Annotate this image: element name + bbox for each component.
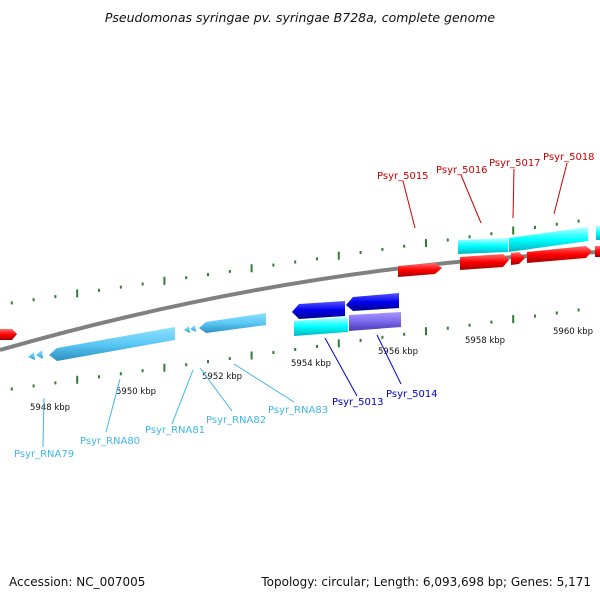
gene-label-psyr5017[interactable]: Psyr_5017: [489, 158, 541, 169]
rna-feature-small[interactable]: [190, 325, 196, 332]
gene-label-psyr5013[interactable]: Psyr_5013: [332, 397, 384, 408]
gene-label-rna80[interactable]: Psyr_RNA80: [80, 436, 140, 447]
label-leader-lines: [42, 162, 568, 448]
rna-feature[interactable]: [49, 327, 175, 361]
genome-title: Pseudomonas syringae pv. syringae B728a,…: [105, 10, 496, 25]
reverse-gene-feature[interactable]: [346, 293, 399, 311]
forward-gene-feature[interactable]: [511, 252, 525, 265]
reverse-cds-feature[interactable]: [294, 317, 348, 336]
rna-feature-small[interactable]: [36, 350, 43, 359]
gene-label-psyr5015[interactable]: Psyr_5015: [377, 171, 429, 182]
scale-label-5952: 5952 kbp: [202, 372, 242, 382]
gene-label-rna83[interactable]: Psyr_RNA83: [268, 405, 328, 416]
forward-cds-feature[interactable]: [509, 227, 588, 252]
gene-label-psyr5016[interactable]: Psyr_5016: [436, 165, 488, 176]
rna-feature-small[interactable]: [184, 326, 190, 333]
forward-gene-feature[interactable]: [0, 329, 17, 340]
scale-label-5954: 5954 kbp: [291, 359, 331, 369]
rna-feature-small[interactable]: [28, 352, 35, 360]
gene-label-rna82[interactable]: Psyr_RNA82: [206, 415, 266, 426]
scale-label-5956: 5956 kbp: [378, 347, 418, 357]
forward-gene-feature[interactable]: [595, 246, 600, 257]
gene-label-rna81[interactable]: Psyr_RNA81: [145, 425, 205, 436]
genome-summary-text: Topology: circular; Length: 6,093,698 bp…: [260, 575, 591, 589]
reverse-feature-purple[interactable]: [349, 312, 401, 331]
scale-label-5960: 5960 kbp: [553, 327, 593, 337]
scale-label-5958: 5958 kbp: [465, 336, 505, 346]
gene-label-psyr5014[interactable]: Psyr_5014: [386, 389, 438, 400]
gene-label-rna79[interactable]: Psyr_RNA79: [14, 449, 74, 460]
forward-cds-feature[interactable]: [458, 238, 508, 254]
forward-gene-feature[interactable]: [460, 254, 509, 270]
gene-label-psyr5018[interactable]: Psyr_5018: [543, 152, 595, 163]
accession-text: Accession: NC_007005: [9, 575, 145, 589]
forward-cds-feature[interactable]: [596, 226, 600, 240]
upper-tick-row: [10, 219, 580, 305]
reverse-gene-feature[interactable]: [292, 301, 345, 319]
scale-label-5950: 5950 kbp: [116, 387, 156, 397]
rna-feature[interactable]: [199, 313, 266, 333]
scale-label-5948: 5948 kbp: [30, 403, 70, 413]
forward-gene-feature[interactable]: [398, 263, 442, 277]
forward-gene-feature[interactable]: [527, 246, 592, 263]
lower-tick-row: [10, 308, 580, 391]
